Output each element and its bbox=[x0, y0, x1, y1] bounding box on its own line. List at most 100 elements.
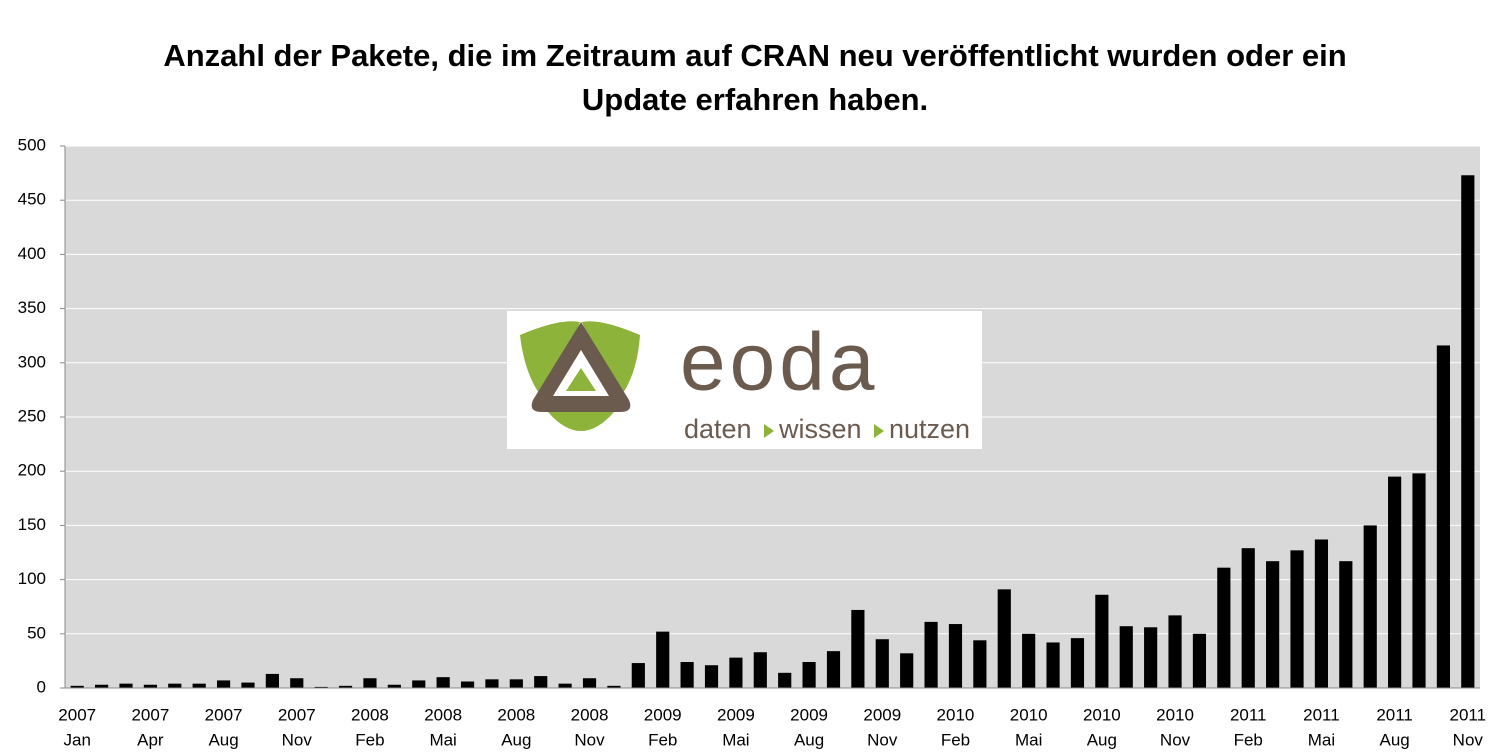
y-tick-label: 200 bbox=[18, 461, 46, 480]
x-tick-label: 2008 bbox=[571, 705, 609, 724]
x-tick-label: 2010 bbox=[1010, 705, 1048, 724]
bar bbox=[363, 678, 377, 688]
bar bbox=[778, 672, 792, 688]
y-tick-label: 100 bbox=[18, 569, 46, 588]
bar bbox=[558, 683, 572, 688]
bar bbox=[1119, 626, 1133, 688]
x-tick-label: 2011 bbox=[1230, 705, 1267, 724]
y-tick-label: 250 bbox=[18, 406, 46, 425]
bar bbox=[1070, 638, 1085, 688]
x-tick-label: Mai bbox=[1308, 730, 1335, 749]
x-tick-label: Feb bbox=[941, 730, 970, 749]
bar bbox=[314, 686, 328, 688]
logo-name: eoda bbox=[680, 317, 878, 408]
bar bbox=[607, 685, 621, 688]
x-tick-label: Aug bbox=[794, 730, 824, 749]
bar bbox=[631, 663, 645, 688]
bar bbox=[412, 680, 426, 688]
bar bbox=[680, 661, 694, 688]
bar bbox=[119, 683, 133, 688]
bar bbox=[1412, 473, 1426, 688]
bar bbox=[851, 609, 865, 688]
logo-tagline: wissen bbox=[778, 414, 862, 444]
bar bbox=[1314, 539, 1329, 688]
x-tick-label: 2010 bbox=[1156, 705, 1194, 724]
x-tick-label: 2008 bbox=[497, 705, 535, 724]
bar bbox=[1339, 561, 1353, 688]
x-tick-label: 2009 bbox=[790, 705, 828, 724]
y-tick-label: 350 bbox=[18, 298, 46, 317]
bar bbox=[729, 657, 743, 688]
x-tick-label: 2011 bbox=[1376, 705, 1413, 724]
bar bbox=[1095, 594, 1109, 688]
bar bbox=[1168, 615, 1182, 688]
logo: eoda daten wissen nutzen bbox=[507, 311, 982, 449]
y-tick-label: 150 bbox=[18, 515, 46, 534]
x-tick-label: 2007 bbox=[205, 705, 243, 724]
x-tick-label: 2007 bbox=[131, 705, 169, 724]
x-tick-label: Aug bbox=[501, 730, 531, 749]
y-tick-label: 500 bbox=[18, 135, 46, 154]
bar bbox=[70, 685, 84, 688]
bar bbox=[265, 673, 279, 688]
y-tick-label: 50 bbox=[27, 623, 46, 642]
x-tick-label: Mai bbox=[722, 730, 749, 749]
bar bbox=[95, 684, 109, 688]
y-tick-label: 450 bbox=[18, 190, 46, 209]
logo-tagline: daten bbox=[684, 414, 752, 444]
x-tick-label: 2007 bbox=[58, 705, 96, 724]
x-tick-label: Aug bbox=[1087, 730, 1117, 749]
bar bbox=[168, 683, 182, 688]
x-tick-label: Nov bbox=[867, 730, 898, 749]
x-tick-label: Nov bbox=[1160, 730, 1191, 749]
x-tick-label: 2010 bbox=[1083, 705, 1121, 724]
bar bbox=[582, 678, 597, 688]
y-tick-label: 400 bbox=[18, 244, 46, 263]
x-tick-label: Aug bbox=[1379, 730, 1409, 749]
bar bbox=[216, 680, 231, 688]
bar bbox=[656, 631, 670, 688]
bar bbox=[1144, 627, 1158, 688]
logo-leaf bbox=[582, 321, 640, 405]
x-tick-label: Nov bbox=[574, 730, 605, 749]
x-tick-label: Mai bbox=[1015, 730, 1042, 749]
x-tick-label: Feb bbox=[648, 730, 677, 749]
bar bbox=[900, 653, 914, 688]
x-tick-label: 2011 bbox=[1303, 705, 1340, 724]
x-tick-label: Apr bbox=[137, 730, 164, 749]
bar bbox=[241, 682, 255, 688]
bar bbox=[387, 684, 401, 688]
bar bbox=[1290, 550, 1304, 688]
bar bbox=[802, 661, 816, 688]
x-tick-label: 2011 bbox=[1450, 705, 1487, 724]
bar bbox=[485, 679, 499, 688]
bar bbox=[1436, 345, 1450, 688]
bar bbox=[436, 677, 450, 688]
bar bbox=[704, 665, 719, 688]
bar bbox=[1241, 548, 1255, 688]
x-tick-label: Feb bbox=[1234, 730, 1263, 749]
bar bbox=[1388, 476, 1402, 688]
bar bbox=[1266, 561, 1280, 688]
x-tick-label: Nov bbox=[1453, 730, 1484, 749]
bar bbox=[1192, 633, 1207, 688]
bar bbox=[460, 681, 475, 688]
bar bbox=[753, 652, 767, 688]
chart-title: Anzahl der Pakete, die im Zeitraum auf C… bbox=[163, 38, 1347, 117]
logo-leaf bbox=[520, 321, 580, 405]
bar bbox=[1046, 642, 1060, 688]
bar bbox=[290, 678, 304, 688]
x-tick-label: Aug bbox=[208, 730, 238, 749]
x-tick-label: Nov bbox=[282, 730, 313, 749]
x-tick-label: Jan bbox=[63, 730, 90, 749]
bar bbox=[1217, 567, 1231, 688]
bar bbox=[924, 621, 938, 688]
bar bbox=[143, 684, 157, 688]
bar bbox=[948, 624, 963, 688]
bar bbox=[192, 683, 206, 688]
x-tick-label: 2009 bbox=[863, 705, 901, 724]
x-tick-label: 2009 bbox=[717, 705, 755, 724]
bar bbox=[997, 589, 1011, 688]
